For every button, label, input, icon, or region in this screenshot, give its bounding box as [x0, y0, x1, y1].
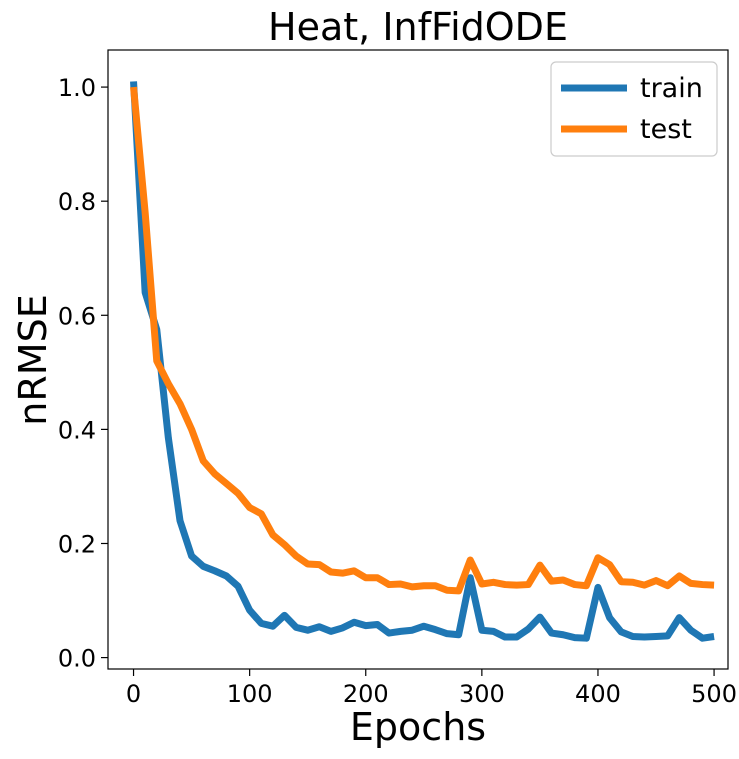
- series-line-train: [130, 81, 715, 642]
- legend-label-train: train: [640, 73, 703, 104]
- x-axis: 0 100 200 300 400 500: [126, 669, 737, 708]
- y-axis: 0.0 0.2 0.4 0.6 0.8 1.0: [58, 74, 108, 673]
- legend: train test: [550, 61, 718, 157]
- x-tick-label: 400: [575, 680, 621, 708]
- x-axis-label: Epochs: [350, 705, 486, 749]
- legend-label-test: test: [640, 114, 692, 145]
- y-tick-label: 0.4: [58, 416, 96, 444]
- chart-title: Heat, InfFidODE: [268, 5, 568, 49]
- x-tick-label: 100: [227, 680, 273, 708]
- y-axis-label: nRMSE: [11, 294, 55, 425]
- series-line-test: [130, 86, 715, 595]
- x-tick-label: 500: [691, 680, 737, 708]
- series-layer: [130, 81, 715, 642]
- x-tick-label: 200: [343, 680, 389, 708]
- y-tick-label: 1.0: [58, 74, 96, 102]
- y-tick-label: 0.8: [58, 188, 96, 216]
- plot-frame: [107, 49, 729, 670]
- x-tick-label: 0: [126, 680, 141, 708]
- x-tick-label: 300: [459, 680, 505, 708]
- y-tick-label: 0.2: [58, 530, 96, 558]
- y-tick-label: 0.0: [58, 645, 96, 673]
- y-tick-label: 0.6: [58, 302, 96, 330]
